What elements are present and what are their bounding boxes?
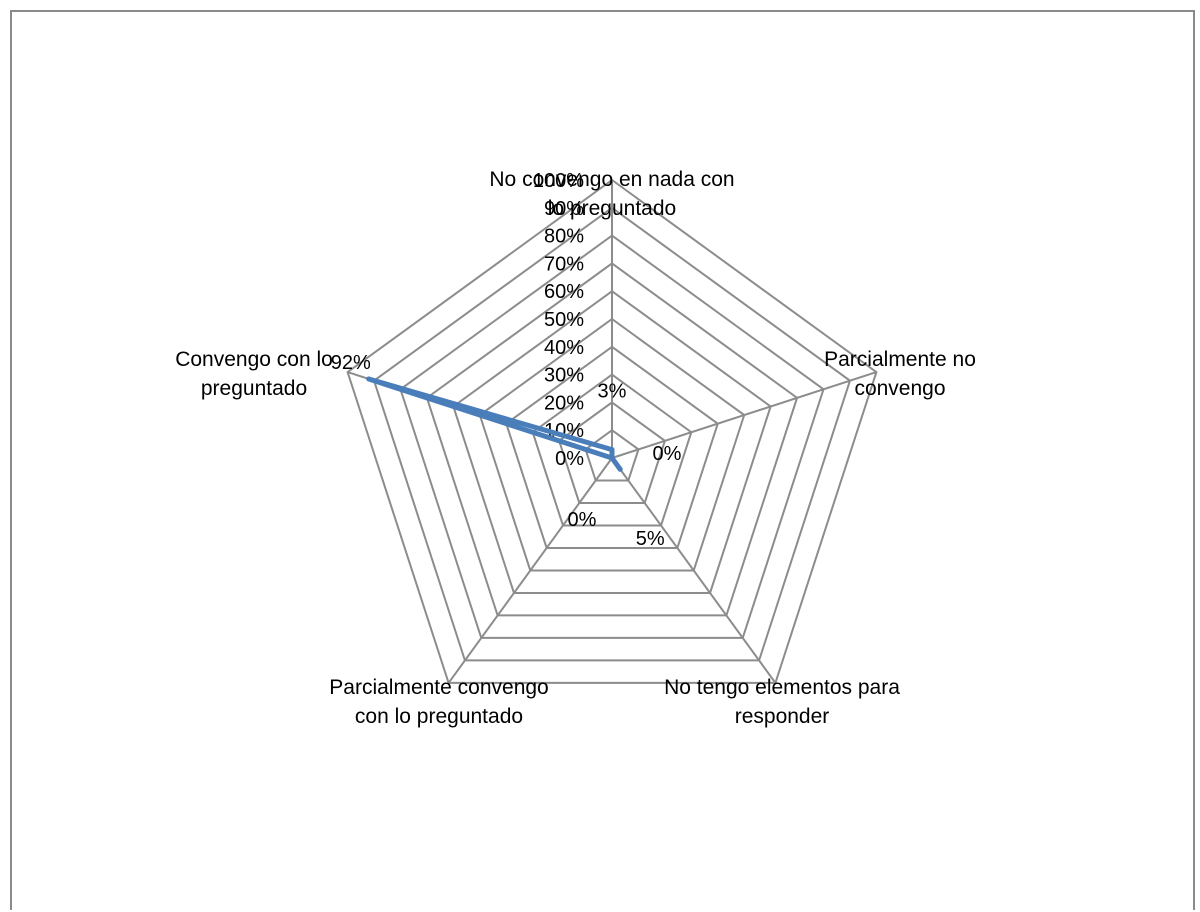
radar-spoke: [447, 457, 613, 684]
grid-ring: [399, 234, 825, 639]
data-label: 3%: [598, 381, 627, 403]
chart-area: 0% 10% 20% 30% 40% 50% 60% 70% 80% 90% 100% 3% 0% 5%…: [10, 10, 1195, 910]
tick-label: 80%: [544, 226, 584, 248]
category-label: Convengo con lo preguntado: [175, 348, 333, 400]
data-label: 0%: [568, 509, 597, 531]
grid-ring: [346, 178, 878, 684]
tick-label: 40%: [544, 337, 584, 359]
category-label: Parcialmente no convengo: [824, 348, 976, 400]
grid-ring: [505, 345, 719, 549]
tick-label: 20%: [544, 392, 584, 414]
tick-label: 90%: [544, 198, 584, 220]
grid-ring: [531, 373, 693, 527]
radar-grid: [346, 178, 878, 684]
grid-ring: [584, 428, 640, 482]
radar-data-labels: 3% 0% 5% 0% 92%: [331, 352, 682, 550]
radar-spoke: [611, 457, 777, 684]
tick-label: 100%: [533, 170, 584, 192]
data-label: 0%: [653, 443, 682, 465]
tick-label: 60%: [544, 281, 584, 303]
tick-label: 50%: [544, 309, 584, 331]
radar-category-labels: No convengo en nada con lo preguntado Parc…: [175, 168, 976, 728]
radar-spoke: [611, 371, 877, 459]
grid-ring: [425, 262, 799, 617]
series-point: [609, 447, 615, 453]
data-label: 92%: [331, 352, 371, 374]
radar-spokes: [347, 180, 877, 684]
series-point: [617, 466, 623, 472]
series-point: [609, 455, 615, 461]
grid-ring: [372, 206, 852, 662]
tick-label: 0%: [555, 448, 584, 470]
data-label: 5%: [636, 528, 665, 550]
grid-ring: [478, 317, 746, 572]
radar-series: [366, 376, 623, 472]
radar-chart: 0%10%20%30%40%50%60%70%80%90%100% 3%0%5%…: [175, 168, 976, 728]
category-label: Parcialmente convengo con lo preguntado: [329, 676, 548, 728]
tick-label: 70%: [544, 253, 584, 275]
series-point: [366, 376, 372, 382]
category-label: No convengo en nada con lo preguntado: [489, 168, 734, 220]
grid-ring: [452, 289, 772, 594]
category-label: No tengo elementos para responder: [664, 676, 900, 728]
tick-label: 30%: [544, 365, 584, 387]
